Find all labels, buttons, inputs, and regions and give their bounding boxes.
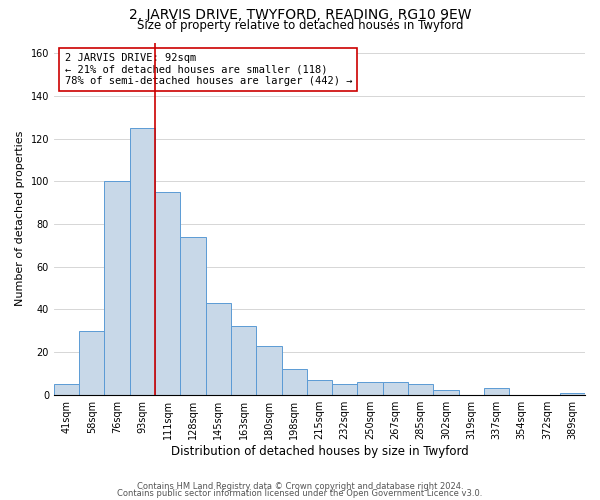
Text: Contains public sector information licensed under the Open Government Licence v3: Contains public sector information licen… [118, 489, 482, 498]
Bar [281, 369, 307, 394]
Bar [79, 330, 104, 394]
Bar [408, 384, 433, 394]
Bar [332, 384, 358, 394]
Text: Contains HM Land Registry data © Crown copyright and database right 2024.: Contains HM Land Registry data © Crown c… [137, 482, 463, 491]
Bar [383, 382, 408, 394]
Bar [155, 192, 181, 394]
Bar [104, 181, 130, 394]
X-axis label: Distribution of detached houses by size in Twyford: Distribution of detached houses by size … [170, 444, 469, 458]
Bar [560, 392, 585, 394]
Text: 2, JARVIS DRIVE, TWYFORD, READING, RG10 9EW: 2, JARVIS DRIVE, TWYFORD, READING, RG10 … [129, 8, 471, 22]
Y-axis label: Number of detached properties: Number of detached properties [15, 131, 25, 306]
Text: 2 JARVIS DRIVE: 92sqm
← 21% of detached houses are smaller (118)
78% of semi-det: 2 JARVIS DRIVE: 92sqm ← 21% of detached … [65, 53, 352, 86]
Bar [433, 390, 458, 394]
Bar [231, 326, 256, 394]
Bar [256, 346, 281, 395]
Bar [54, 384, 79, 394]
Bar [358, 382, 383, 394]
Bar [206, 303, 231, 394]
Bar [484, 388, 509, 394]
Text: Size of property relative to detached houses in Twyford: Size of property relative to detached ho… [137, 18, 463, 32]
Bar [307, 380, 332, 394]
Bar [130, 128, 155, 394]
Bar [181, 236, 206, 394]
